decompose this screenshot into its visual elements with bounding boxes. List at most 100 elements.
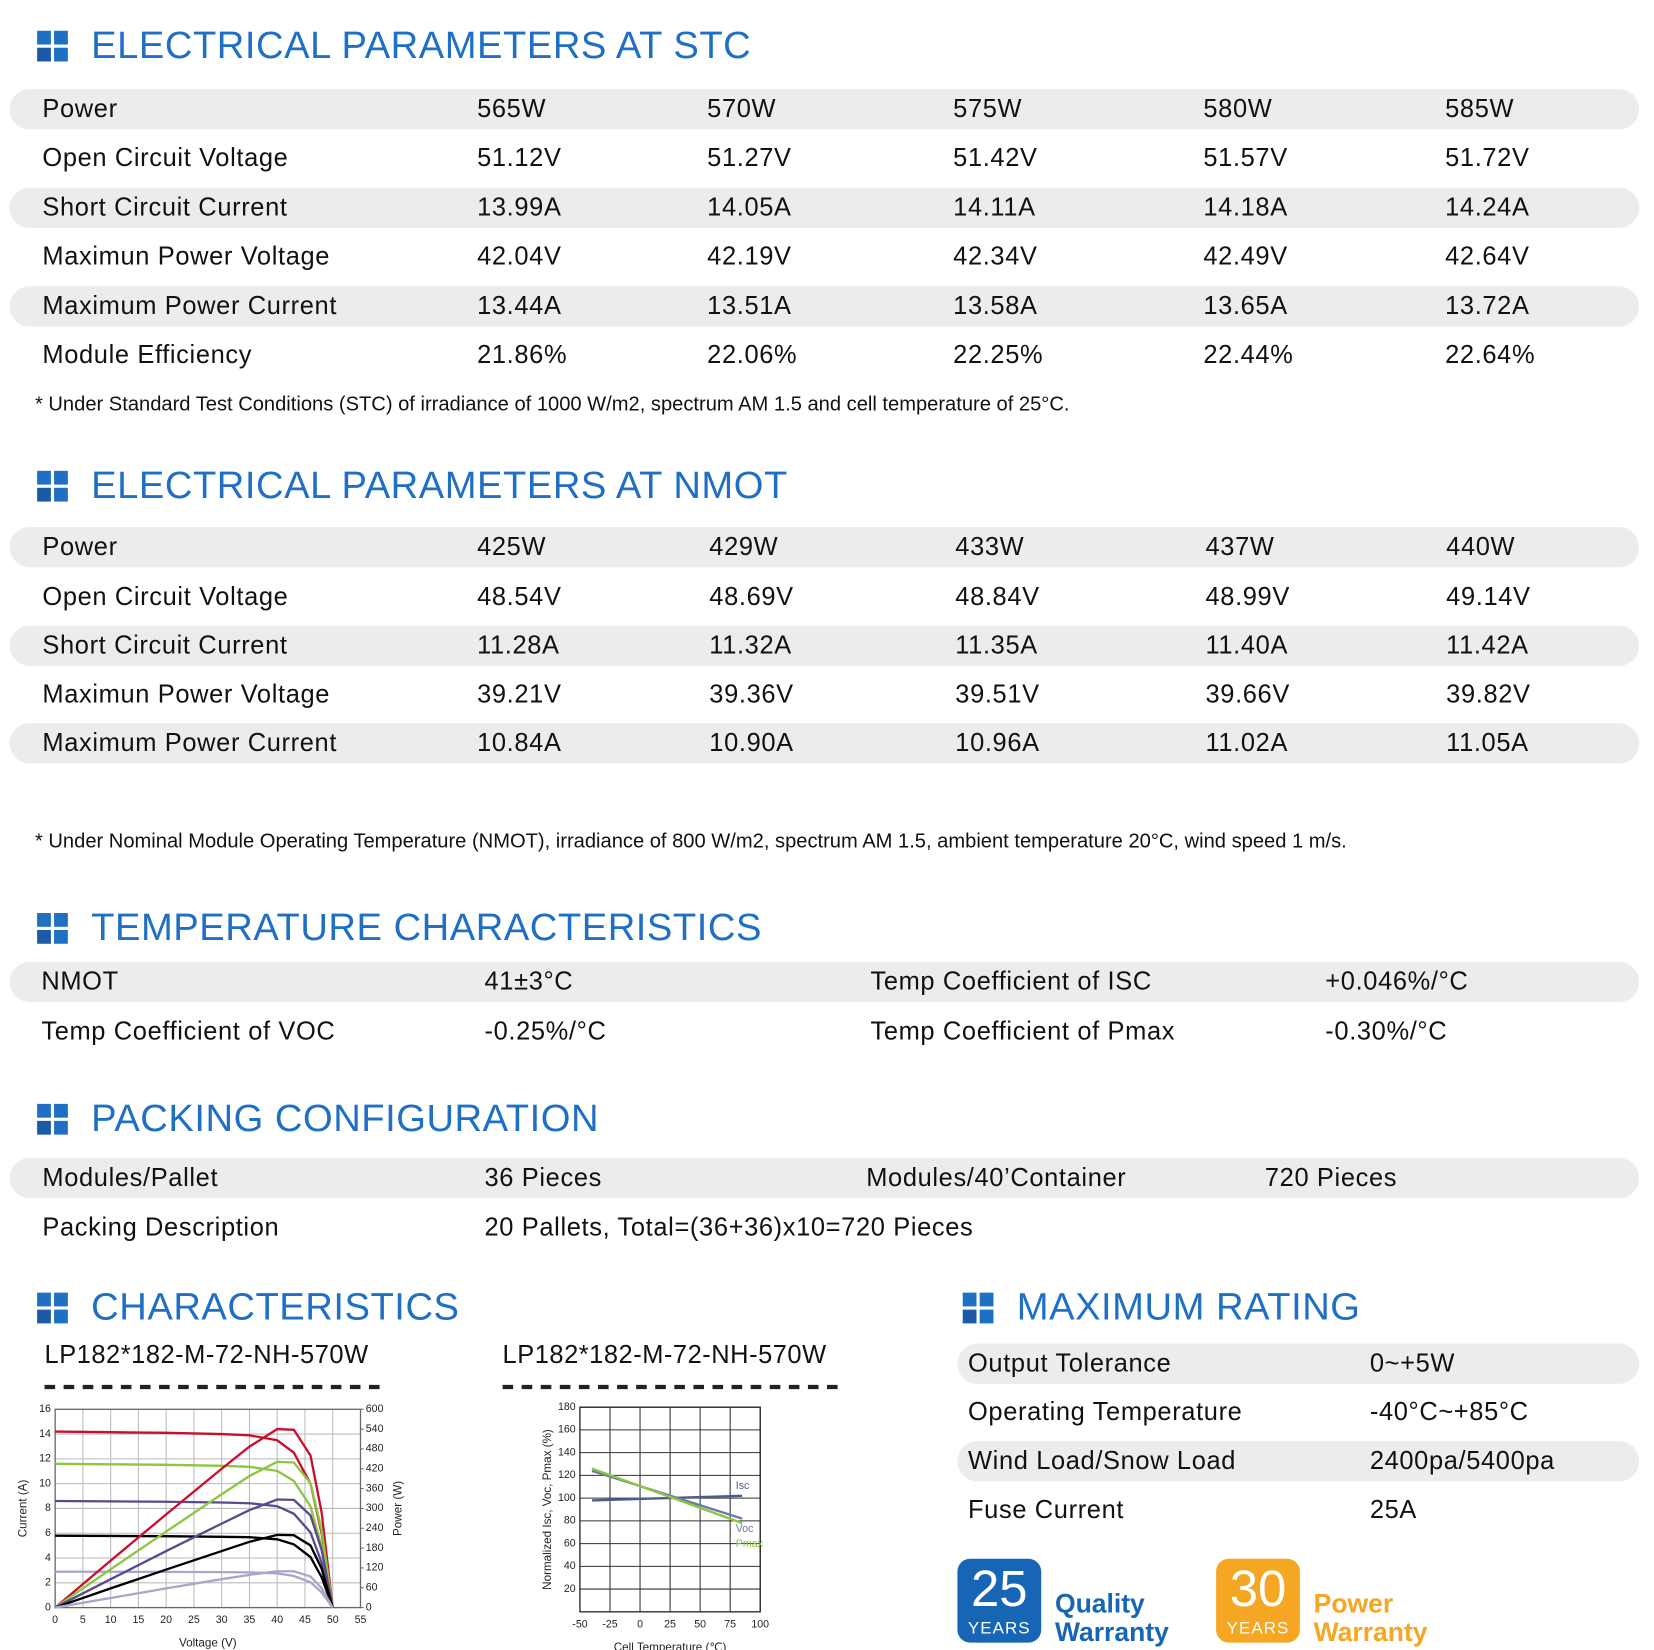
y2-tick-label: 540 xyxy=(366,1423,384,1435)
y-tick-label: 2 xyxy=(45,1577,51,1589)
cell-value: 48.54V xyxy=(477,583,561,611)
cell-value: 42.19V xyxy=(707,242,791,270)
series-label: Isc xyxy=(736,1480,750,1492)
section-icon xyxy=(962,1292,994,1324)
y-tick-label: 14 xyxy=(39,1428,51,1440)
plot-frame xyxy=(579,1406,761,1613)
row-shade xyxy=(957,1441,1640,1482)
cell-value: 48.69V xyxy=(709,583,793,611)
icon-square xyxy=(37,1120,51,1135)
series-label: Pmax xyxy=(736,1538,764,1550)
cell-value: Temp Coefficient of Pmax xyxy=(870,1018,1175,1046)
x-tick-label: 0 xyxy=(52,1614,58,1626)
cell-value: 425W xyxy=(477,533,546,561)
warranty-years: 25 xyxy=(971,1560,1028,1617)
row-label: Modules/Pallet xyxy=(42,1164,218,1192)
cell-value: 11.28A xyxy=(477,632,560,660)
cell-value: 14.05A xyxy=(707,194,791,222)
row-label: Module Efficiency xyxy=(42,341,252,369)
cell-value: 51.12V xyxy=(477,144,561,172)
icon-square xyxy=(54,1120,68,1135)
section-icon xyxy=(37,30,68,62)
cell-value: 14.18A xyxy=(1203,194,1287,222)
cell-value: 440W xyxy=(1446,533,1515,561)
row-label: Power xyxy=(42,95,117,123)
y-tick-label: 0 xyxy=(45,1601,51,1613)
x-tick-label: 25 xyxy=(664,1618,676,1630)
y2-tick-label: 360 xyxy=(366,1482,384,1494)
cell-value: +0.046%/°C xyxy=(1325,968,1468,996)
y-tick-label: 120 xyxy=(558,1469,576,1481)
cell-value: 51.27V xyxy=(707,144,791,172)
y-tick-label: 10 xyxy=(39,1477,51,1489)
row-label: Fuse Current xyxy=(968,1496,1124,1524)
row-shade xyxy=(9,1157,1640,1199)
x-tick-label: 100 xyxy=(751,1618,769,1630)
warranty-unit: YEARS xyxy=(1227,1618,1290,1637)
row-label: Temp Coefficient of VOC xyxy=(41,1018,335,1046)
y-tick-label: 8 xyxy=(45,1502,51,1514)
warranty-label: Power xyxy=(1314,1588,1394,1618)
section-title: MAXIMUM RATING xyxy=(1017,1286,1361,1329)
cell-value: 10.96A xyxy=(955,729,1039,757)
cell-value: 22.44% xyxy=(1203,341,1293,369)
icon-square xyxy=(37,470,51,485)
x-tick-label: -25 xyxy=(602,1618,617,1630)
warranty-years: 30 xyxy=(1230,1560,1287,1617)
footnote: * Under Standard Test Conditions (STC) o… xyxy=(35,393,1069,415)
series-line xyxy=(54,1498,334,1609)
cell-value: 22.64% xyxy=(1445,341,1535,369)
section-title: CHARACTERISTICS xyxy=(91,1286,459,1329)
cell-value: 0~+5W xyxy=(1370,1349,1455,1377)
row-label: Wind Load/Snow Load xyxy=(968,1447,1236,1475)
warranty-label: Warranty xyxy=(1055,1617,1169,1647)
cell-value: 39.51V xyxy=(955,680,1039,708)
icon-square xyxy=(37,30,51,45)
y2-axis-label: Power (W) xyxy=(392,1481,405,1536)
y-tick-label: 16 xyxy=(39,1403,51,1415)
cell-value: 42.49V xyxy=(1203,242,1287,270)
cell-value: 21.86% xyxy=(477,341,567,369)
x-axis-label: Cell Temperature (℃) xyxy=(614,1641,727,1650)
y2-tick-label: 420 xyxy=(366,1463,384,1475)
row-shade xyxy=(9,89,1640,130)
icon-square xyxy=(37,1103,51,1118)
cell-value: 14.11A xyxy=(953,194,1036,222)
x-tick-label: 10 xyxy=(105,1614,117,1626)
row-shade xyxy=(9,527,1640,568)
cell-value: 13.99A xyxy=(477,194,561,222)
row-label: Open Circuit Voltage xyxy=(42,144,288,172)
warranty-label: Warranty xyxy=(1314,1617,1428,1647)
cell-value: 42.64V xyxy=(1445,242,1529,270)
x-tick-label: 30 xyxy=(216,1614,228,1626)
cell-value: 565W xyxy=(477,95,546,123)
y2-tick-label: 300 xyxy=(366,1502,384,1514)
y-tick-label: 20 xyxy=(564,1583,576,1595)
series-label: Voc xyxy=(736,1523,754,1535)
chart-title: LP182*182-M-72-NH-570W xyxy=(45,1341,369,1369)
cell-value: 13.72A xyxy=(1445,292,1529,320)
cell-value: 51.42V xyxy=(953,144,1037,172)
cell-value: 41±3°C xyxy=(485,968,574,996)
series-line xyxy=(54,1427,334,1609)
y2-tick-label: 60 xyxy=(366,1582,378,1594)
y-tick-label: 160 xyxy=(558,1424,576,1436)
section-title: PACKING CONFIGURATION xyxy=(91,1097,599,1140)
icon-square xyxy=(37,1309,51,1324)
cell-value: 429W xyxy=(709,533,778,561)
icon-square xyxy=(37,913,51,927)
cell-value: Temp Coefficient of ISC xyxy=(870,968,1151,996)
y2-tick-label: 480 xyxy=(366,1443,384,1455)
cell-value: 580W xyxy=(1203,95,1272,123)
cell-value: 11.42A xyxy=(1446,632,1529,660)
icon-square xyxy=(37,487,51,502)
row-shade xyxy=(9,286,1640,327)
y-tick-label: 80 xyxy=(564,1515,576,1527)
y-tick-label: 140 xyxy=(558,1446,576,1458)
y-tick-label: 60 xyxy=(564,1537,576,1549)
x-tick-label: 50 xyxy=(694,1618,706,1630)
icon-square xyxy=(37,47,51,62)
warranty-badge xyxy=(957,1558,1042,1643)
series-line xyxy=(54,1570,334,1609)
row-label: Output Tolerance xyxy=(968,1349,1171,1377)
